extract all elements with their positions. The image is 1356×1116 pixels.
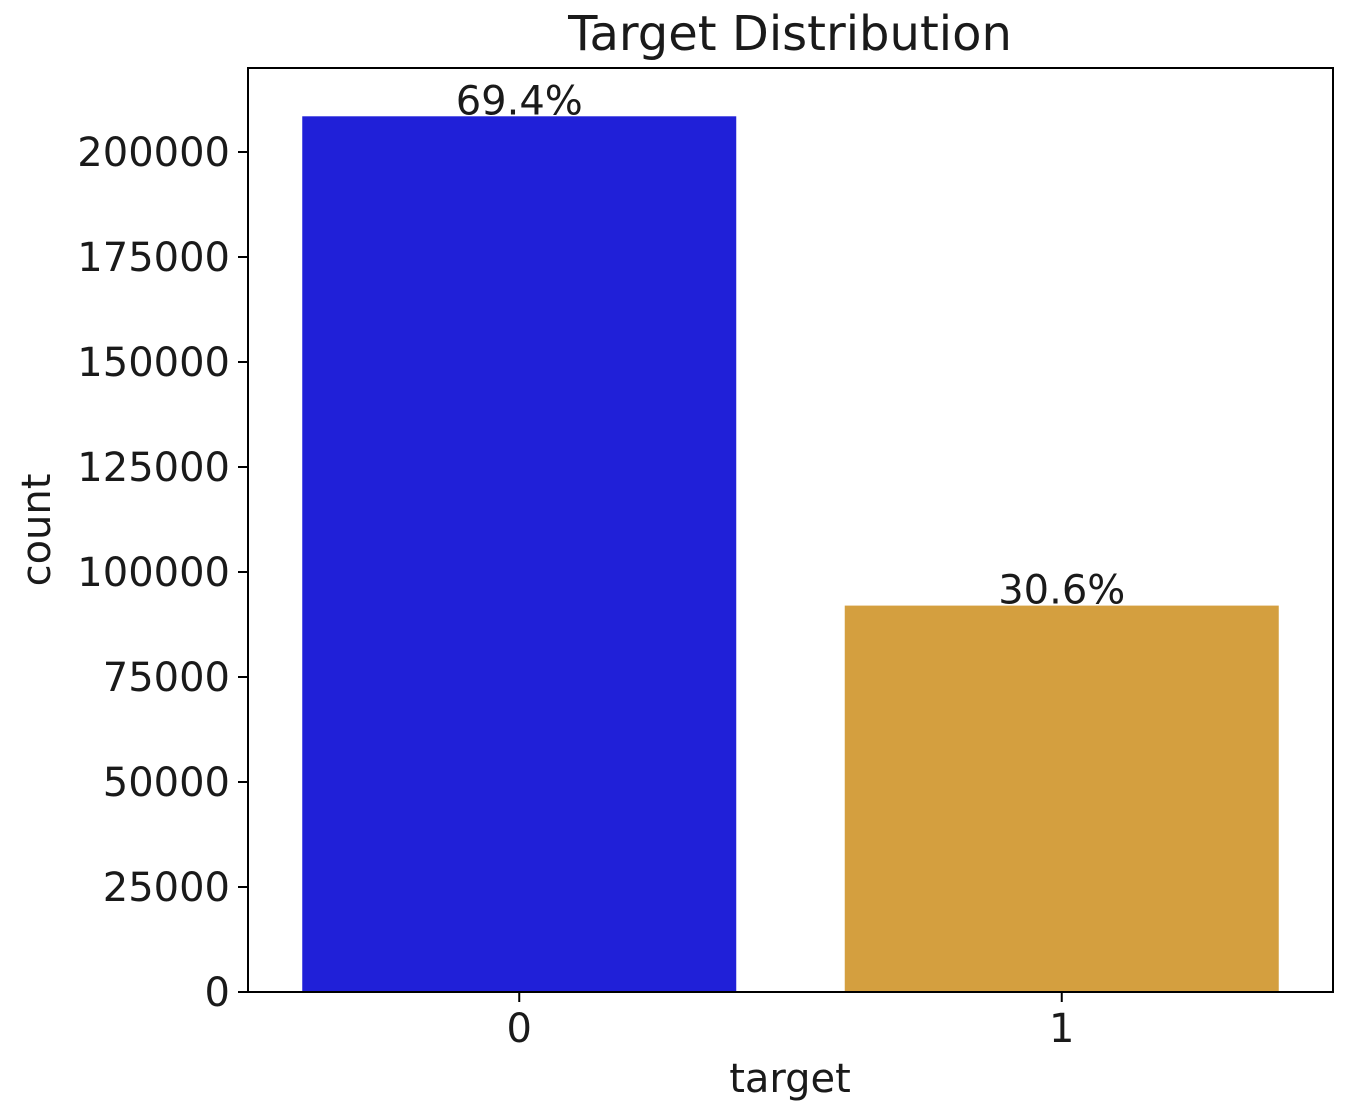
y-tick-label-50000: 50000 (103, 760, 230, 806)
y-tick-label-125000: 125000 (77, 445, 230, 491)
y-axis-label: count (14, 474, 60, 587)
x-tick-label-0: 0 (507, 1006, 532, 1052)
plot-frame (247, 67, 1334, 993)
bar-1 (844, 605, 1279, 992)
data-label-0: 69.4% (456, 78, 583, 124)
chart-title: Target Distribution (567, 6, 1012, 62)
bar-0 (302, 116, 737, 993)
data-labels-layer: 69.4% 30.6% (456, 78, 1126, 613)
y-tick-label-0: 0 (205, 970, 230, 1016)
y-tick-label-75000: 75000 (103, 655, 230, 701)
y-tick-label-200000: 200000 (77, 130, 230, 176)
x-axis-label: target (729, 1056, 851, 1102)
y-tick-label-25000: 25000 (103, 865, 230, 911)
y-axis: 0 25000 50000 75000 100000 125000 150000 175000… (77, 130, 248, 1016)
x-tick-label-1: 1 (1049, 1006, 1074, 1052)
y-tick-label-150000: 150000 (77, 340, 230, 386)
y-tick-label-100000: 100000 (77, 550, 230, 596)
y-tick-label-175000: 175000 (77, 235, 230, 281)
bars-layer (302, 116, 1279, 993)
data-label-1: 30.6% (998, 568, 1125, 614)
